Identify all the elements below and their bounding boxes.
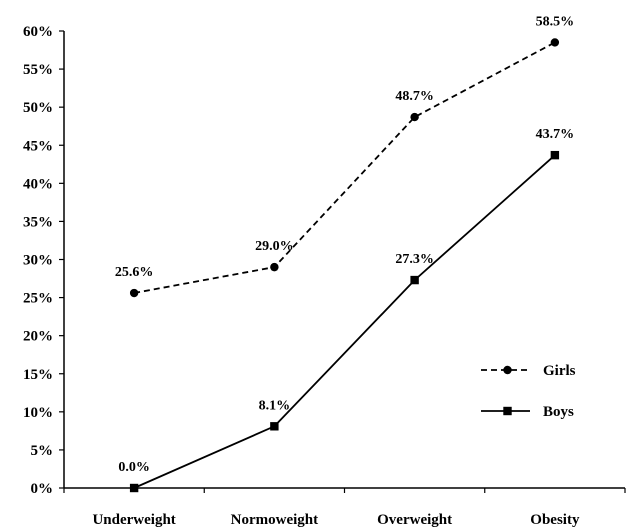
y-tick-label: 55% xyxy=(23,62,53,78)
data-label-boys: 0.0% xyxy=(118,460,150,475)
legend-label-girls: Girls xyxy=(543,363,576,379)
x-category-label: Underweight xyxy=(92,512,175,528)
legend: Girls Boys xyxy=(481,363,576,420)
y-tick-label: 15% xyxy=(23,367,53,383)
data-point-boys xyxy=(410,275,419,285)
y-tick-label: 45% xyxy=(23,138,53,154)
series-line-boys xyxy=(133,154,556,489)
data-point-girls xyxy=(129,288,139,298)
x-category-label: Obesity xyxy=(530,512,580,528)
y-tick-label: 50% xyxy=(23,100,53,116)
data-point-girls xyxy=(550,38,560,47)
y-tick-label: 60% xyxy=(23,24,53,40)
data-label-girls: 58.5% xyxy=(536,14,575,29)
y-tick-label: 40% xyxy=(23,176,53,192)
data-label-girls: 25.6% xyxy=(115,265,154,280)
data-point-boys xyxy=(129,483,139,493)
data-label-girls: 48.7% xyxy=(395,89,434,104)
series-line-girls xyxy=(133,41,556,294)
data-label-boys: 27.3% xyxy=(395,252,434,267)
axes: 0% 5% 10% 15% 20% 25% 30% 35% 40% 45% 50% 55% 60% Und… xyxy=(23,24,626,528)
x-category-label: Overweight xyxy=(377,512,452,528)
data-point-girls xyxy=(270,262,279,272)
data-label-boys: 8.1% xyxy=(259,398,291,413)
y-tick-label: 35% xyxy=(23,214,53,230)
y-tick-label: 10% xyxy=(23,405,53,421)
data-point-boys xyxy=(270,422,279,431)
legend-marker-girls xyxy=(503,365,512,375)
y-tick-label: 25% xyxy=(23,291,53,307)
series-layer: 25.6% 29.0% 48.7% 58.5% 0.0% 8.1% 27.3% 43.7% xyxy=(115,14,575,493)
y-tick-label: 5% xyxy=(31,443,54,459)
y-tick-label: 30% xyxy=(23,253,53,269)
data-label-boys: 43.7% xyxy=(536,127,575,142)
legend-label-boys: Boys xyxy=(543,404,574,420)
data-point-boys xyxy=(550,150,560,160)
y-tick-label: 20% xyxy=(23,329,53,345)
data-point-girls xyxy=(410,112,419,122)
x-category-label: Normoweight xyxy=(231,512,318,528)
data-label-girls: 29.0% xyxy=(255,239,294,254)
y-tick-label: 0% xyxy=(31,481,54,497)
legend-marker-boys xyxy=(503,406,512,416)
